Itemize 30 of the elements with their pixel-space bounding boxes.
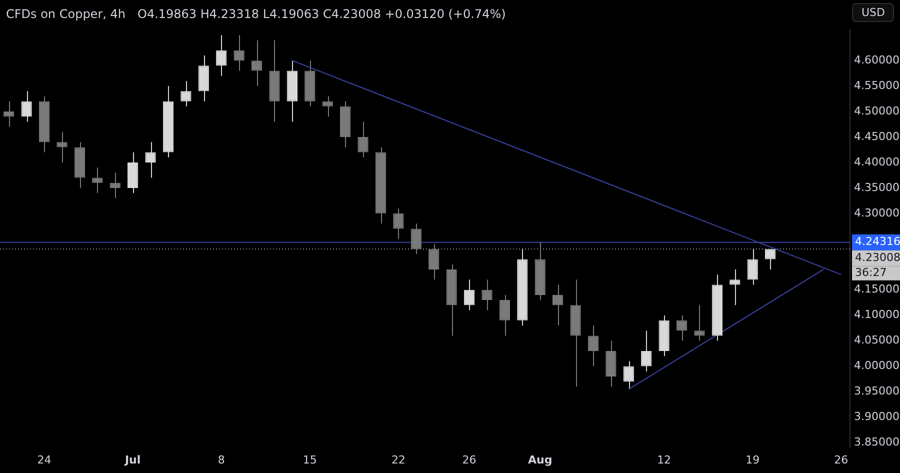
y-tick-label: 4.40000 xyxy=(854,155,900,168)
y-tick-label: 4.55000 xyxy=(854,78,900,92)
y-tick-label: 4.15000 xyxy=(854,282,900,296)
ref-line-label: 4.23008 xyxy=(855,251,900,264)
y-tick-label: 3.90000 xyxy=(854,410,900,424)
x-tick-label: 8 xyxy=(218,453,225,466)
x-tick-label: 19 xyxy=(746,453,760,466)
chart-title: CFDs on Copper, 4h xyxy=(6,7,126,21)
y-tick-label: 4.50000 xyxy=(854,104,900,118)
x-tick-label: 26 xyxy=(834,453,848,466)
y-tick-label: 4.00000 xyxy=(854,359,900,372)
y-tick-label: 4.10000 xyxy=(854,308,900,322)
y-tick-label: 4.35000 xyxy=(854,180,900,194)
text: USD xyxy=(852,3,894,22)
x-tick-label: 12 xyxy=(657,453,672,466)
y-tick-label: 3.85000 xyxy=(854,436,900,449)
y-tick-label: 4.05000 xyxy=(854,334,900,347)
y-tick-label: 4.60000 xyxy=(854,53,900,66)
ref-line-label: 4.24316 xyxy=(855,235,900,248)
chart-subtitle: O4.19863 H4.23318 L4.19063 C4.23008 +0.03120 (+0.74%) xyxy=(138,7,506,21)
x-tick-label: 26 xyxy=(462,453,476,466)
y-tick-label: 3.95000 xyxy=(854,384,900,398)
x-tick-label: Aug xyxy=(528,453,552,466)
x-tick-label: 15 xyxy=(302,453,317,466)
x-tick-label: 22 xyxy=(391,453,406,466)
y-tick-label: 4.30000 xyxy=(854,206,900,220)
x-tick-label: 24 xyxy=(37,453,52,466)
x-tick-label: Jul xyxy=(124,453,141,466)
text: 36:27 xyxy=(855,266,887,280)
y-tick-label: 4.45000 xyxy=(854,130,900,143)
